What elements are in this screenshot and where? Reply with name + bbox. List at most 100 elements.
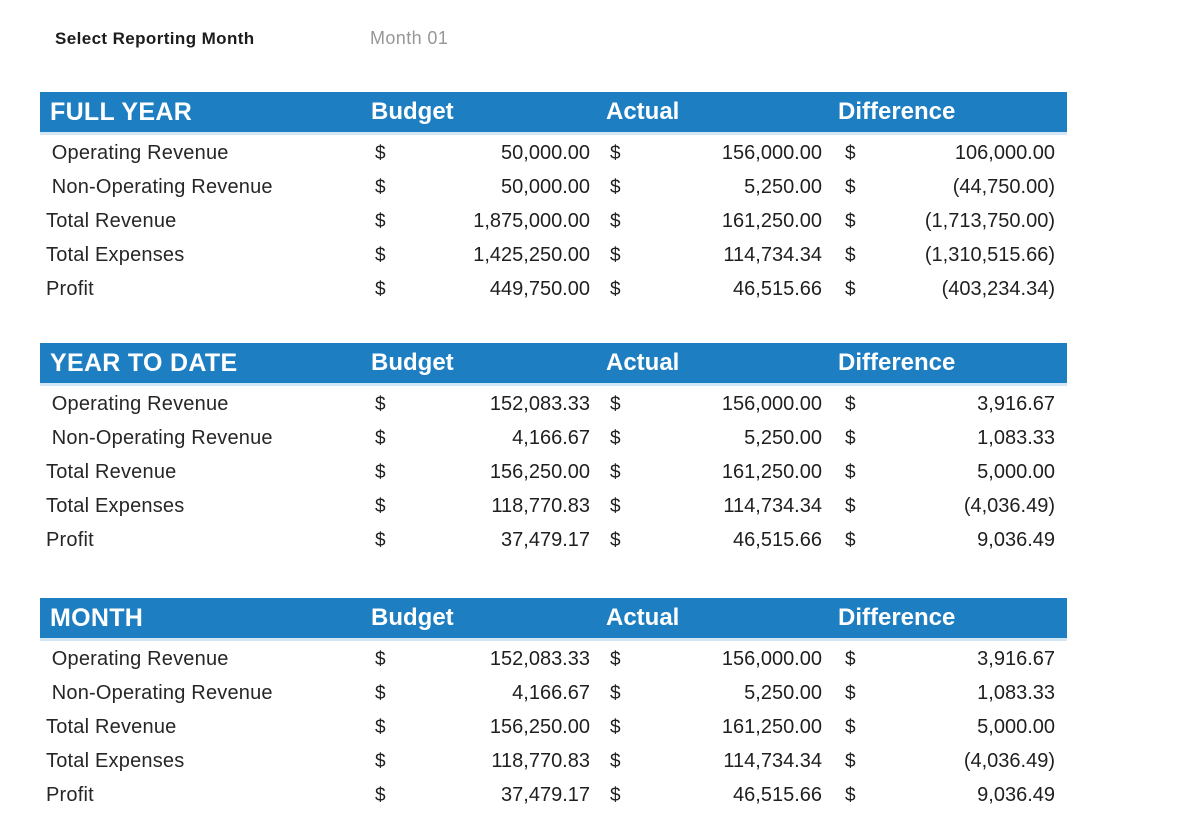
cell-actual: $114,734.34 [600,244,832,267]
year-to-date-table: YEAR TO DATE Budget Actual Difference Op… [40,343,1067,557]
full-year-table: FULL YEAR Budget Actual Difference Opera… [40,92,1067,306]
cell-value: 37,479.17 [501,528,590,551]
dollar-sign: $ [375,682,386,704]
dollar-sign: $ [845,495,856,517]
cell-difference: $9,036.49 [832,529,1067,552]
cell-budget: $152,083.33 [365,393,600,416]
cell-actual: $161,250.00 [600,210,832,233]
column-header-budget: Budget [371,349,454,376]
dollar-sign: $ [845,176,856,198]
dollar-sign: $ [375,716,386,738]
cell-difference: $1,083.33 [832,682,1067,705]
month-table-rows: Operating Revenue $152,083.33 $156,000.00 $… [40,641,1067,812]
cell-value: 9,036.49 [977,783,1055,806]
dollar-sign: $ [845,244,856,266]
month-table-header: MONTH Budget Actual Difference [40,598,1067,641]
cell-actual: $156,000.00 [600,393,832,416]
cell-actual: $5,250.00 [600,176,832,199]
table-row: Profit $37,479.17 $46,515.66 $9,036.49 [40,778,1067,812]
budget-report-sheet: Select Reporting Month Month 01 FULL YEA… [40,28,1067,812]
cell-value: 161,250.00 [721,460,822,483]
table-title: MONTH [50,603,144,632]
reporting-month-dropdown-value[interactable]: Month 01 [370,28,449,48]
cell-difference: $ (44,750.00) [832,176,1067,199]
dollar-sign: $ [845,682,856,704]
dollar-sign: $ [845,278,856,300]
dollar-sign: $ [610,393,621,415]
cell-value: 1,083.33 [977,426,1055,449]
row-label: Total Revenue [46,460,177,483]
cell-difference: $ (403,234.34) [832,278,1067,301]
cell-budget: $37,479.17 [365,784,600,807]
dollar-sign: $ [610,495,621,517]
dollar-sign: $ [845,142,856,164]
cell-actual: $114,734.34 [600,750,832,773]
cell-value: 1,425,250.00 [473,243,590,266]
dollar-sign: $ [375,648,386,670]
table-title: FULL YEAR [50,97,193,126]
cell-value: 4,166.67 [512,681,590,704]
cell-value: (44,750.00) [952,175,1055,198]
cell-difference: $ (1,310,515.66) [832,244,1067,267]
cell-value: 3,916.67 [977,647,1055,670]
cell-value: (1,310,515.66) [924,243,1055,266]
cell-value: 152,083.33 [489,392,590,415]
dollar-sign: $ [610,648,621,670]
cell-actual: $161,250.00 [600,716,832,739]
dollar-sign: $ [375,427,386,449]
cell-value: 5,000.00 [977,715,1055,738]
cell-actual: $156,000.00 [600,142,832,165]
cell-value: 114,734.34 [723,749,822,772]
dollar-sign: $ [375,529,386,551]
dollar-sign: $ [375,750,386,772]
dollar-sign: $ [845,648,856,670]
cell-value: 1,875,000.00 [473,209,590,232]
dollar-sign: $ [610,529,621,551]
table-row: Total Revenue $156,250.00 $161,250.00 $5,00… [40,710,1067,744]
dollar-sign: $ [375,393,386,415]
row-label: Non-Operating Revenue [46,681,273,704]
row-label: Profit [46,277,94,300]
table-row: Non-Operating Revenue $50,000.00 $5,250.00… [40,170,1067,204]
month-table: MONTH Budget Actual Difference Operating… [40,598,1067,812]
cell-difference: $5,000.00 [832,461,1067,484]
table-row: Non-Operating Revenue $4,166.67 $5,250.00 $… [40,676,1067,710]
full-year-table-rows: Operating Revenue $50,000.00 $156,000.00 $1… [40,135,1067,306]
cell-value: 114,734.34 [723,494,822,517]
cell-value: 50,000.00 [501,175,590,198]
cell-difference: $ (1,713,750.00) [832,210,1067,233]
cell-budget: $37,479.17 [365,529,600,552]
table-row: Total Expenses $118,770.83 $114,734.34 $ (4,… [40,489,1067,523]
cell-difference: $ (4,036.49) [832,750,1067,773]
column-header-difference: Difference [838,98,956,125]
cell-difference: $3,916.67 [832,648,1067,671]
cell-value: 156,000.00 [721,647,822,670]
cell-value: 5,250.00 [744,426,822,449]
cell-difference: $1,083.33 [832,427,1067,450]
dollar-sign: $ [610,682,621,704]
cell-difference: $106,000.00 [832,142,1067,165]
row-label: Total Expenses [46,494,185,517]
cell-value: 161,250.00 [721,209,822,232]
row-label: Total Revenue [46,715,177,738]
table-row: Profit $449,750.00 $46,515.66 $ (403,234.34) [40,272,1067,306]
cell-budget: $156,250.00 [365,461,600,484]
year-to-date-table-header: YEAR TO DATE Budget Actual Difference [40,343,1067,386]
cell-value: 118,770.83 [491,749,590,772]
cell-value: 3,916.67 [977,392,1055,415]
cell-budget: $50,000.00 [365,142,600,165]
cell-value: 161,250.00 [721,715,822,738]
dollar-sign: $ [610,278,621,300]
cell-value: 5,000.00 [977,460,1055,483]
dollar-sign: $ [375,244,386,266]
cell-budget: $118,770.83 [365,495,600,518]
column-header-budget: Budget [371,604,454,631]
cell-budget: $152,083.33 [365,648,600,671]
column-header-actual: Actual [606,604,680,631]
dollar-sign: $ [375,461,386,483]
row-label: Total Expenses [46,749,185,772]
cell-actual: $46,515.66 [600,784,832,807]
cell-budget: $118,770.83 [365,750,600,773]
cell-value: 156,000.00 [721,392,822,415]
cell-budget: $4,166.67 [365,682,600,705]
